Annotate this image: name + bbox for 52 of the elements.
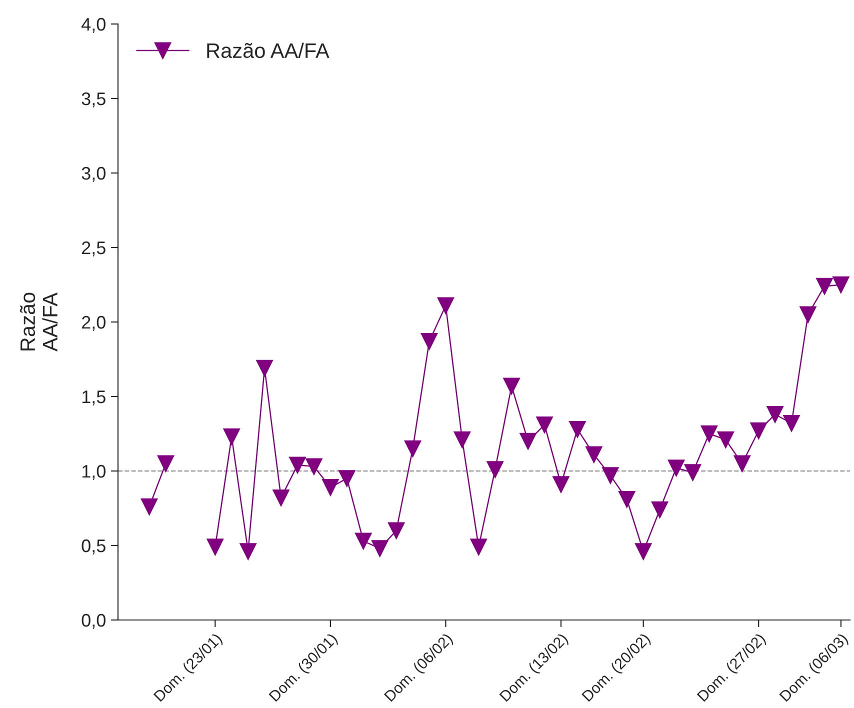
y-tick-label: 3,5 (82, 92, 106, 108)
point (388, 522, 405, 539)
point (272, 489, 290, 506)
legend-label: Razão AA/FA (207, 42, 330, 58)
point (634, 543, 652, 560)
point (816, 278, 833, 295)
y-tick-label: 4,0 (82, 18, 106, 33)
point (437, 297, 454, 314)
point (470, 538, 487, 556)
point (420, 333, 438, 350)
point (569, 420, 586, 438)
point (552, 476, 570, 493)
point (240, 543, 256, 560)
point (486, 461, 504, 478)
point (700, 425, 718, 442)
point (618, 490, 636, 508)
point (256, 360, 273, 377)
y-tick-label: 2,0 (82, 316, 106, 331)
y-tick-label: 0,0 (82, 614, 106, 629)
y-tick-label: 3,0 (82, 166, 106, 182)
point (586, 446, 602, 463)
point (338, 470, 356, 487)
point (783, 414, 800, 432)
y-tick-label: 1,0 (82, 464, 106, 480)
y-tick-label: 2,5 (82, 241, 106, 256)
point (503, 378, 520, 394)
point (157, 455, 174, 472)
point (734, 455, 750, 472)
point (668, 460, 685, 476)
point (717, 431, 734, 448)
point (372, 540, 388, 557)
point (140, 498, 158, 516)
point (306, 458, 322, 475)
y-tick-label: 0,5 (82, 539, 106, 554)
point (355, 532, 372, 550)
y-axis-title: Razão AA/FA (20, 292, 58, 352)
point (206, 538, 224, 556)
point (223, 428, 240, 446)
point (766, 406, 784, 423)
point (322, 479, 339, 496)
point (454, 431, 471, 448)
point (832, 276, 850, 294)
point (289, 456, 306, 474)
point (800, 306, 816, 323)
point (684, 464, 702, 481)
y-tick-label: 1,5 (82, 390, 106, 406)
point (536, 416, 553, 434)
point (602, 467, 619, 484)
point (520, 432, 536, 450)
point (750, 422, 767, 440)
point (651, 501, 668, 518)
point (404, 440, 422, 457)
